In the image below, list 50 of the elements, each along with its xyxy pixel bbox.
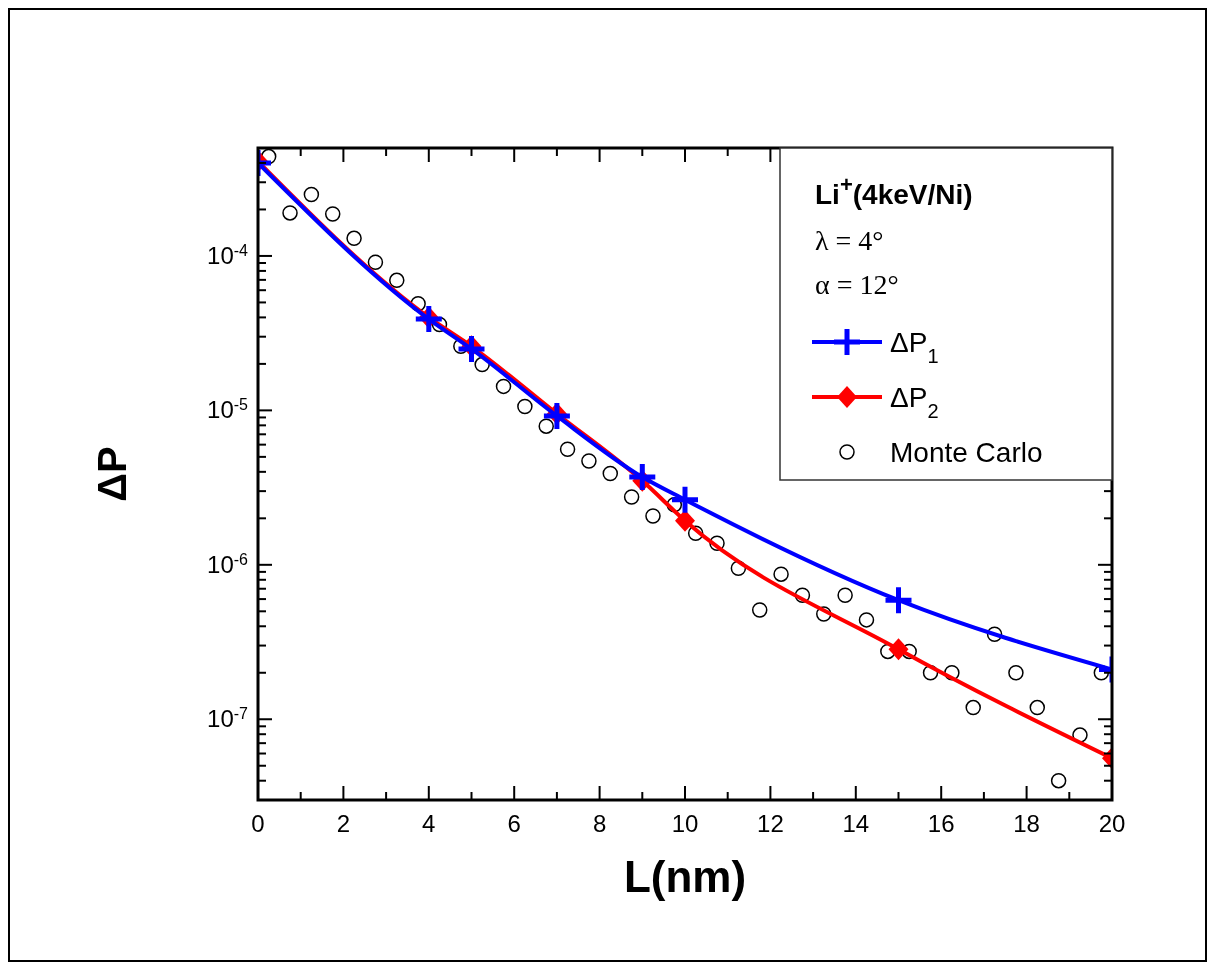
point: [623, 489, 640, 505]
point: [773, 566, 789, 582]
point: [602, 465, 619, 482]
point: [858, 612, 875, 628]
x-tick-label: 10: [671, 810, 699, 837]
point: [559, 441, 576, 458]
point: [751, 602, 768, 618]
point: [367, 254, 384, 271]
point: [495, 378, 512, 395]
point: [885, 587, 912, 614]
x-tick-label: 8: [592, 810, 607, 837]
x-axis-title: L(nm): [623, 852, 747, 901]
point: [837, 587, 853, 604]
point: [303, 186, 320, 203]
point: [389, 272, 405, 289]
x-tick-label: 18: [1013, 810, 1040, 837]
y-tick-label: 10$^{-5}$: [207, 395, 249, 424]
point: [675, 509, 695, 532]
x-tick-label: 16: [927, 810, 955, 837]
legend-label: ΔP$_{1}$: [890, 327, 939, 367]
point: [324, 206, 341, 222]
point: [1008, 665, 1024, 681]
point: [1050, 772, 1067, 789]
legend-label: ΔP$_{2}$: [890, 382, 939, 422]
y-axis-title: ΔP: [90, 446, 134, 502]
y-tick-label: 10$^{-4}$: [207, 241, 249, 269]
y-tick-label: 10$^{-7}$: [207, 704, 249, 733]
annotation: α = 12°: [815, 269, 899, 300]
legend-title: Li$^{+}$(4keV/Ni): [815, 171, 973, 210]
point: [1029, 699, 1046, 716]
point: [672, 486, 698, 513]
x-tick-label: 20: [1098, 810, 1126, 837]
x-tick-label: 4: [422, 810, 436, 837]
point: [346, 230, 362, 247]
point: [538, 418, 554, 434]
point: [282, 205, 298, 221]
point: [581, 453, 597, 469]
annotation: λ = 4°: [815, 225, 884, 256]
point: [888, 638, 909, 661]
x-tick-label: 0: [251, 810, 265, 837]
x-tick-label: 6: [507, 810, 521, 837]
point: [645, 508, 661, 524]
point: [629, 464, 656, 491]
x-tick-label: 14: [842, 810, 870, 837]
legend-label: Monte Carlo: [890, 437, 1043, 468]
x-tick-label: 12: [757, 810, 784, 837]
y-tick-label: 10$^{-6}$: [207, 550, 249, 578]
x-tick-label: 2: [336, 810, 351, 837]
point: [965, 699, 981, 716]
point: [517, 398, 533, 415]
